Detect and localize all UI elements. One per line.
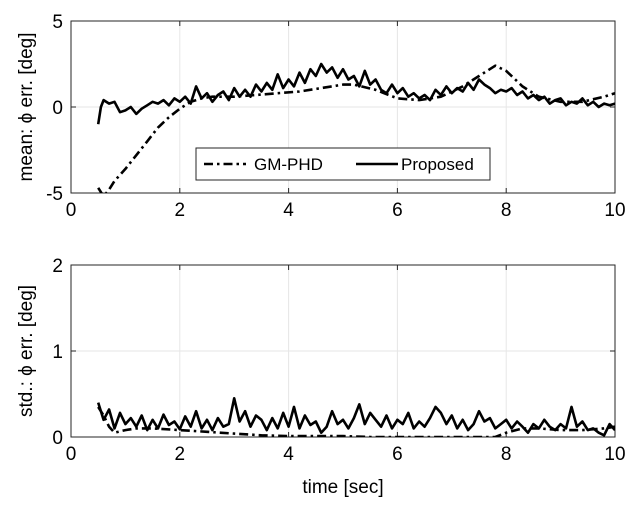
legend-label: Proposed [401, 155, 474, 174]
series-line-proposed [96, 397, 615, 437]
y-tick-label: 0 [52, 98, 63, 119]
x-tick-label: 8 [501, 444, 512, 465]
y-tick-label: 1 [52, 342, 63, 363]
x-tick-label: 4 [283, 200, 294, 221]
x-tick-label: 6 [392, 200, 403, 221]
y-tick-label: 2 [52, 256, 63, 277]
series-layer [96, 62, 615, 193]
y-tick-label: 5 [52, 12, 63, 33]
x-tick-label: 8 [501, 200, 512, 221]
x-axis-label: time [sec] [302, 477, 383, 498]
series-line-proposed [96, 62, 615, 125]
series-line-gm-phd [97, 64, 615, 193]
x-tick-label: 2 [175, 200, 186, 221]
y-tick-label: -5 [46, 184, 63, 205]
y-axis-label: std.: ϕ err. [deg] [16, 285, 37, 417]
legend: GM-PHD Proposed [195, 147, 491, 181]
x-tick-label: 6 [392, 444, 403, 465]
x-tick-label: 10 [604, 200, 625, 221]
x-tick-label: 2 [175, 444, 186, 465]
y-tick-label: 0 [52, 428, 63, 449]
x-tick-label: 4 [283, 444, 294, 465]
series-layer [96, 397, 615, 437]
x-tick-label: 10 [604, 444, 625, 465]
std-error-panel: 0 2 4 6 8 10 0 1 2 std.: ϕ err. [deg] time [sec] [16, 256, 626, 498]
y-axis-label: mean: ϕ err. [deg] [16, 33, 37, 182]
x-tick-label: 0 [66, 200, 77, 221]
x-tick-label: 0 [66, 444, 77, 465]
legend-label: GM-PHD [254, 155, 323, 174]
series-line-gm-phd [97, 406, 615, 437]
